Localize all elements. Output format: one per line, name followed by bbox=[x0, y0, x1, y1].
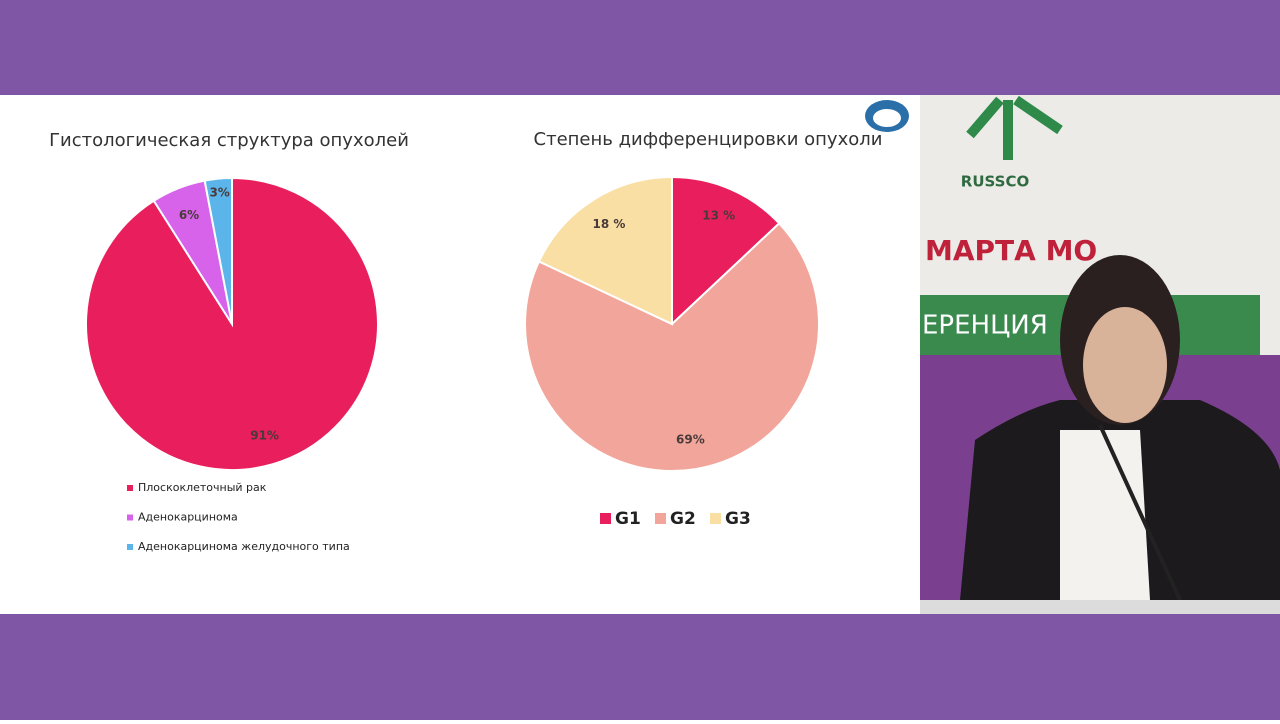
legend-swatch bbox=[127, 514, 133, 521]
data-label: 6% bbox=[179, 208, 199, 222]
legend-swatch bbox=[127, 485, 133, 491]
video-text: ЕРЕНЦИЯ bbox=[922, 311, 1048, 341]
data-label: 3% bbox=[209, 186, 229, 200]
video-text: МАРТА МО bbox=[925, 234, 1097, 267]
podium bbox=[920, 600, 1280, 614]
slide-logo bbox=[865, 100, 909, 132]
legend-label: G1 bbox=[615, 509, 641, 529]
data-label: 18 % bbox=[593, 217, 626, 231]
data-label: 69% bbox=[676, 433, 705, 447]
legend-label: G3 bbox=[725, 509, 751, 529]
legend-label: Плоскоклеточный рак bbox=[138, 481, 267, 494]
logo-inner bbox=[873, 109, 901, 127]
microphone bbox=[1098, 424, 1182, 601]
person-shirt bbox=[1060, 430, 1150, 600]
logo-arrows bbox=[966, 95, 1063, 160]
data-label: 91% bbox=[250, 429, 279, 443]
pie-slice bbox=[524, 221, 820, 472]
video: RUSSCO МАРТА МО ЕРЕНЦИЯ bbox=[920, 95, 1280, 614]
chart-title: Степень дифференцировки опухоли bbox=[534, 129, 883, 150]
legend-label: G2 bbox=[670, 509, 696, 529]
legend-swatch bbox=[127, 544, 133, 550]
legend-swatch bbox=[710, 513, 721, 524]
legend-label: Аденокарцинома bbox=[138, 511, 238, 524]
legend-swatch bbox=[600, 513, 611, 524]
legend-swatch bbox=[655, 513, 666, 524]
person-face bbox=[1083, 307, 1167, 423]
pie-slice bbox=[537, 175, 673, 326]
video-text: RUSSCO bbox=[961, 173, 1029, 191]
pie-slice bbox=[203, 176, 233, 325]
legend-label: Аденокарцинома желудочного типа bbox=[138, 540, 350, 553]
data-label: 13 % bbox=[702, 209, 735, 223]
chart-title: Гистологическая структура опухолей bbox=[49, 130, 409, 151]
pie-slice bbox=[671, 175, 781, 327]
